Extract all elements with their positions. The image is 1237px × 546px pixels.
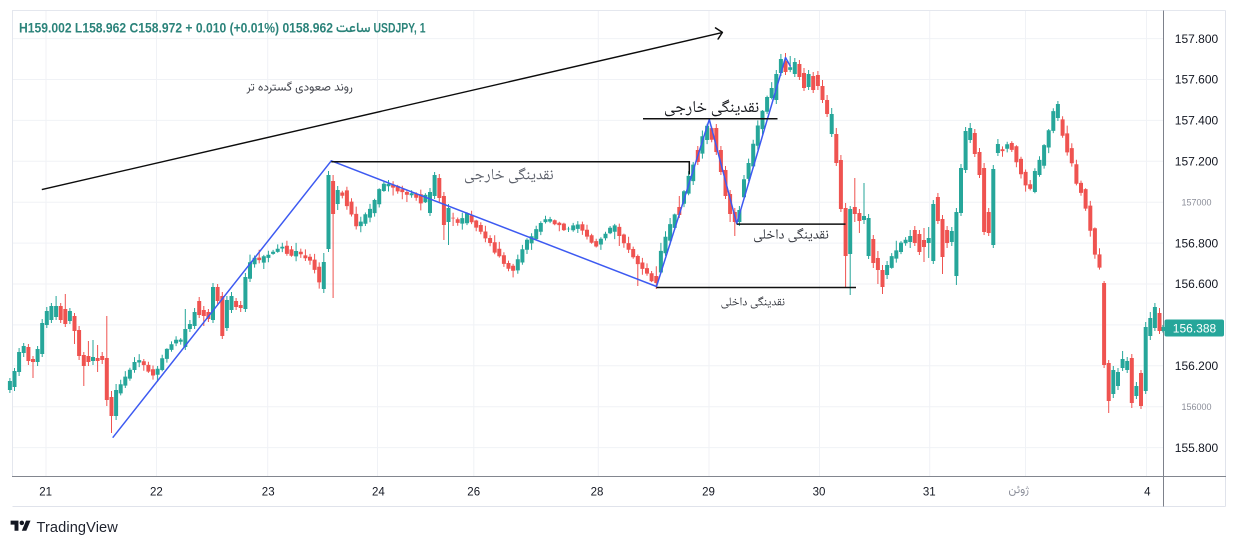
svg-text:USDJPY, 1: USDJPY, 1: [374, 21, 426, 37]
svg-text:H159.002 L158.962 C158.972 + 0: H159.002 L158.962 C158.972 + 0.010 (+0.0…: [19, 21, 333, 37]
svg-text:157.400: 157.400: [1175, 114, 1219, 128]
svg-text:31: 31: [923, 487, 936, 499]
svg-text:156.200: 156.200: [1175, 359, 1219, 373]
svg-text:TradingView: TradingView: [37, 520, 119, 536]
svg-text:156.600: 156.600: [1175, 277, 1219, 291]
svg-text:28: 28: [591, 487, 604, 499]
svg-text:4: 4: [1144, 487, 1151, 499]
svg-text:24: 24: [372, 487, 385, 499]
svg-text:30: 30: [813, 487, 826, 499]
svg-text:155.800: 155.800: [1175, 441, 1219, 455]
svg-text:157.600: 157.600: [1175, 73, 1219, 87]
svg-text:156.800: 156.800: [1175, 236, 1219, 250]
svg-text:29: 29: [702, 487, 715, 499]
svg-text:26: 26: [467, 487, 480, 499]
svg-text:22: 22: [150, 487, 163, 499]
svg-text:157.200: 157.200: [1175, 155, 1219, 169]
svg-text:23: 23: [262, 487, 275, 499]
svg-text:156.388: 156.388: [1173, 321, 1217, 335]
svg-text:157.800: 157.800: [1175, 32, 1219, 46]
svg-text:157000: 157000: [1181, 197, 1211, 207]
svg-text:21: 21: [39, 487, 52, 499]
svg-text:156000: 156000: [1181, 402, 1211, 412]
